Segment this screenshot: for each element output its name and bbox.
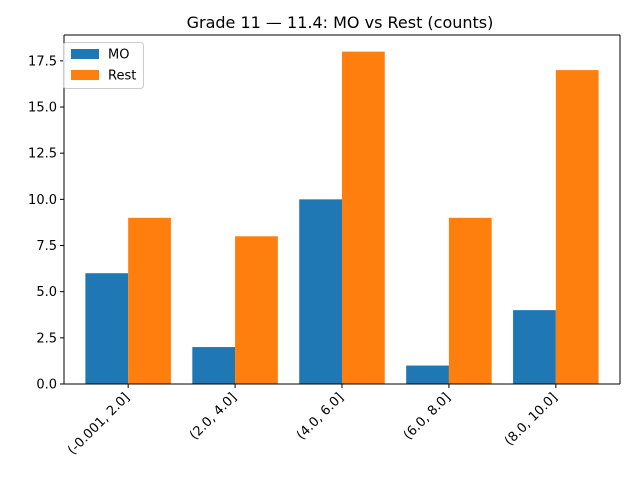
x-tick-label: (2.0, 4.0] xyxy=(187,390,240,443)
y-tick-label: 15.0 xyxy=(28,101,57,116)
bar-rest-0 xyxy=(128,217,171,384)
y-tick-label: 17.5 xyxy=(28,54,57,69)
bar-rest-1 xyxy=(235,236,278,384)
legend-swatch-mo xyxy=(71,49,99,59)
chart-title: Grade 11 — 11.4: MO vs Rest (counts) xyxy=(187,13,494,32)
bar-mo-3 xyxy=(406,365,449,384)
bar-rest-2 xyxy=(342,51,385,384)
x-tick-label: (-0.001, 2.0] xyxy=(65,390,133,458)
legend: MO Rest xyxy=(63,42,144,89)
legend-label-rest: Rest xyxy=(108,69,136,84)
bars-layer xyxy=(85,51,599,384)
y-tick-label: 12.5 xyxy=(28,147,57,162)
bar-rest-3 xyxy=(448,217,492,384)
y-tick-label: 0.0 xyxy=(36,378,57,393)
legend-swatch-rest xyxy=(71,70,99,80)
y-tick-label: 2.5 xyxy=(36,331,57,346)
bar-mo-2 xyxy=(299,199,342,384)
bar-rest-4 xyxy=(555,70,599,384)
y-tick-label: 10.0 xyxy=(28,193,57,208)
bar-mo-4 xyxy=(513,310,556,384)
y-tick-label: 5.0 xyxy=(36,285,57,300)
x-tick-label: (8.0, 10.0] xyxy=(502,390,561,449)
legend-label-mo: MO xyxy=(108,48,129,63)
y-tick-label: 7.5 xyxy=(36,239,57,254)
bar-mo-0 xyxy=(85,273,129,384)
x-tick-label: (4.0, 6.0] xyxy=(294,390,347,443)
bar-mo-1 xyxy=(192,347,236,384)
x-tick-label: (6.0, 8.0] xyxy=(401,390,454,443)
